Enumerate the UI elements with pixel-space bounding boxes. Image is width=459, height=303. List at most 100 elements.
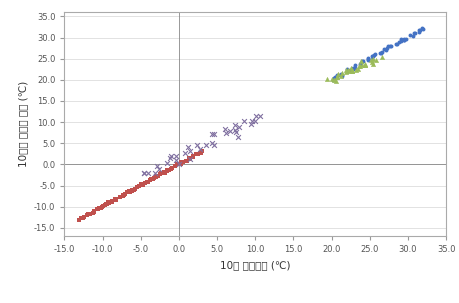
- Point: [419, 27, 426, 32]
- Point: [202, 143, 209, 148]
- Point: [102, 202, 109, 207]
- Point: [168, 166, 175, 171]
- Point: [345, 68, 352, 73]
- Point: [346, 68, 353, 73]
- Point: [347, 68, 355, 73]
- Point: [409, 31, 417, 36]
- Point: [399, 38, 406, 42]
- Point: [356, 59, 364, 64]
- Point: [128, 188, 135, 193]
- Point: [177, 161, 184, 166]
- Point: [177, 160, 184, 165]
- Point: [234, 135, 241, 139]
- Point: [128, 188, 135, 193]
- Point: [247, 122, 254, 127]
- Point: [415, 28, 423, 33]
- Point: [333, 75, 340, 79]
- Point: [147, 177, 154, 182]
- Point: [328, 76, 335, 81]
- Point: [386, 43, 394, 48]
- Point: [361, 63, 368, 68]
- Point: [137, 182, 145, 187]
- Point: [331, 79, 339, 84]
- Point: [181, 150, 189, 155]
- Point: [90, 209, 97, 214]
- Point: [167, 153, 174, 158]
- Point: [386, 44, 393, 49]
- Point: [221, 126, 229, 131]
- Point: [175, 161, 182, 166]
- Point: [151, 171, 158, 175]
- Point: [397, 36, 404, 41]
- Point: [368, 54, 375, 59]
- Point: [328, 78, 336, 83]
- Point: [171, 164, 179, 169]
- Point: [104, 200, 112, 205]
- Point: [382, 46, 389, 51]
- Point: [108, 199, 116, 204]
- Point: [131, 186, 138, 191]
- Point: [355, 62, 363, 67]
- Point: [232, 130, 240, 135]
- Point: [414, 27, 421, 32]
- Point: [399, 37, 407, 42]
- Point: [116, 194, 123, 199]
- Point: [357, 63, 364, 68]
- Point: [186, 157, 193, 162]
- Point: [330, 78, 337, 82]
- Point: [193, 143, 200, 148]
- Point: [182, 158, 189, 163]
- Point: [90, 209, 97, 214]
- Point: [399, 36, 407, 41]
- Point: [95, 206, 102, 211]
- Point: [231, 127, 238, 132]
- Point: [251, 118, 258, 123]
- Point: [208, 132, 215, 137]
- Point: [347, 68, 355, 73]
- Point: [143, 180, 150, 185]
- Point: [410, 31, 417, 35]
- Point: [344, 67, 351, 72]
- Point: [189, 153, 196, 158]
- Point: [189, 154, 196, 159]
- Y-axis label: 10년간 시계열 평균 (℃): 10년간 시계열 평균 (℃): [18, 81, 28, 167]
- Point: [192, 152, 199, 157]
- Point: [348, 68, 355, 73]
- Point: [165, 167, 172, 172]
- Point: [83, 212, 90, 217]
- Point: [358, 59, 365, 64]
- Point: [116, 195, 123, 199]
- Point: [171, 164, 178, 168]
- Point: [85, 211, 92, 216]
- Point: [162, 160, 170, 165]
- Point: [235, 125, 242, 130]
- Point: [379, 47, 386, 52]
- Point: [157, 171, 165, 176]
- Point: [356, 61, 364, 66]
- Point: [152, 174, 160, 178]
- Point: [174, 162, 181, 167]
- Point: [378, 54, 385, 59]
- Point: [78, 215, 85, 220]
- Point: [189, 155, 196, 160]
- Point: [337, 71, 344, 76]
- Point: [146, 178, 153, 183]
- Point: [358, 58, 365, 63]
- Point: [396, 39, 403, 44]
- Point: [130, 188, 138, 193]
- Point: [144, 179, 151, 184]
- Point: [112, 197, 119, 202]
- Point: [140, 171, 148, 175]
- Point: [343, 69, 351, 74]
- Point: [154, 174, 162, 178]
- Point: [222, 130, 229, 135]
- Point: [348, 66, 356, 71]
- Point: [160, 170, 167, 175]
- Point: [97, 205, 105, 210]
- Point: [417, 25, 425, 30]
- Point: [349, 65, 356, 70]
- Point: [89, 210, 96, 215]
- Point: [76, 218, 83, 223]
- Point: [356, 63, 363, 68]
- Point: [123, 190, 131, 195]
